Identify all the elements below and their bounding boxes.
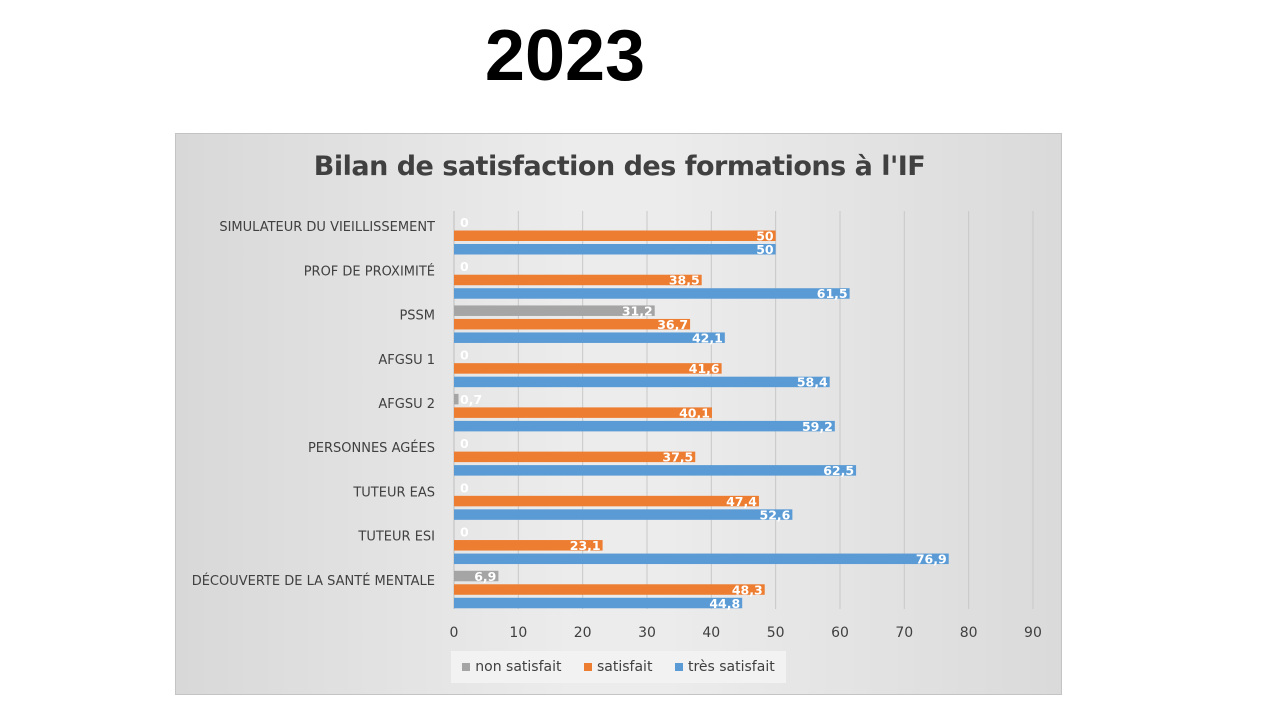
data-label: 62,5	[823, 463, 854, 478]
category-label: TUTEUR ESI	[357, 530, 435, 545]
data-label: 47,4	[726, 494, 757, 509]
data-label: 0	[460, 480, 469, 495]
chart-panel: Bilan de satisfaction des formations à l…	[175, 133, 1062, 695]
data-label: 38,5	[669, 273, 700, 288]
data-label: 0	[460, 348, 469, 363]
data-label: 58,4	[797, 375, 828, 390]
legend-swatch-tres-satisfait	[674, 663, 683, 671]
x-tick-label: 90	[1024, 625, 1042, 641]
data-label: 48,3	[732, 582, 763, 597]
bar-satisfait	[454, 230, 776, 241]
x-tick-label: 0	[450, 625, 459, 641]
data-label: 31,2	[622, 303, 653, 318]
x-tick-label: 40	[702, 625, 720, 641]
x-tick-label: 80	[960, 625, 978, 641]
data-label: 59,2	[802, 419, 833, 434]
x-tick-label: 50	[767, 625, 785, 641]
legend-label-non-satisfait: non satisfait	[475, 659, 562, 675]
chart-title: Bilan de satisfaction des formations à l…	[313, 151, 926, 182]
data-label: 36,7	[657, 317, 688, 332]
bar-satisfait	[454, 495, 759, 507]
bar-satisfait	[454, 540, 603, 551]
legend-swatch-non-satisfait	[462, 663, 471, 671]
bar-très-satisfait	[454, 332, 725, 343]
bar-très-satisfait	[454, 244, 776, 255]
data-label: 0	[460, 525, 469, 540]
legend-item-satisfait: satisfait	[584, 659, 652, 675]
data-label: 50	[756, 229, 774, 244]
bar-très-satisfait	[454, 509, 793, 520]
category-label: TUTEUR EAS	[352, 485, 435, 500]
bar-très-satisfait	[454, 288, 850, 299]
data-label: 0	[460, 259, 469, 274]
data-label: 0	[460, 436, 469, 451]
category-label: PSSM	[399, 309, 435, 324]
bar-satisfait	[454, 318, 691, 330]
category-label: DÉCOUVERTE DE LA SANTÉ MENTALE	[192, 573, 435, 589]
bar-très-satisfait	[454, 376, 830, 388]
category-label: PERSONNES AGÉES	[308, 440, 435, 456]
data-label: 61,5	[817, 286, 848, 301]
data-label: 6,9	[474, 569, 496, 584]
bar-satisfait	[454, 274, 702, 286]
bar-non-satisfait	[454, 305, 655, 316]
data-label: 50	[756, 242, 774, 257]
bar-satisfait	[454, 407, 712, 418]
data-label: 44,8	[709, 596, 740, 611]
bar-non-satisfait	[454, 570, 499, 582]
category-label: AFGSU 2	[378, 397, 435, 412]
data-label: 76,9	[916, 552, 947, 567]
bar-non-satisfait	[454, 393, 459, 405]
bar-très-satisfait	[454, 553, 949, 565]
x-tick-label: 20	[574, 625, 592, 641]
x-tick-label: 60	[831, 625, 849, 641]
x-tick-label: 70	[895, 625, 913, 641]
bar-satisfait	[454, 363, 722, 374]
legend-label-tres-satisfait: très satisfait	[687, 659, 775, 675]
slide-title: 2023	[484, 16, 646, 96]
data-label: 0	[460, 215, 469, 230]
category-label: SIMULATEUR DU VIEILLISSEMENT	[219, 220, 435, 235]
category-label: AFGSU 1	[378, 353, 435, 368]
legend-swatch-satisfait	[584, 663, 592, 671]
data-label: 0,7	[460, 392, 482, 407]
legend-item-non-satisfait: non satisfait	[462, 659, 561, 675]
chart-legend: non satisfait satisfait très satisfait	[451, 651, 786, 683]
bar-très-satisfait	[454, 465, 857, 476]
data-label: 41,6	[689, 361, 720, 376]
data-label: 23,1	[570, 538, 601, 553]
bar-chart: 0 10 20 30 40 50 60 70 80 90 SIMULATEUR DU VIEILLI…	[192, 211, 1042, 641]
bar-satisfait	[454, 584, 765, 595]
x-tick-label: 10	[509, 625, 527, 641]
bar-très-satisfait	[454, 420, 835, 432]
legend-item-tres-satisfait: très satisfait	[674, 659, 775, 675]
data-label: 52,6	[760, 507, 791, 522]
data-label: 37,5	[662, 450, 693, 465]
category-label: PROF DE PROXIMITÉ	[304, 263, 435, 279]
data-label: 40,1	[679, 405, 710, 420]
data-label: 42,1	[692, 330, 723, 345]
bar-satisfait	[454, 451, 696, 463]
x-tick-label: 30	[638, 625, 656, 641]
bar-très-satisfait	[454, 597, 743, 609]
legend-label-satisfait: satisfait	[597, 659, 653, 675]
